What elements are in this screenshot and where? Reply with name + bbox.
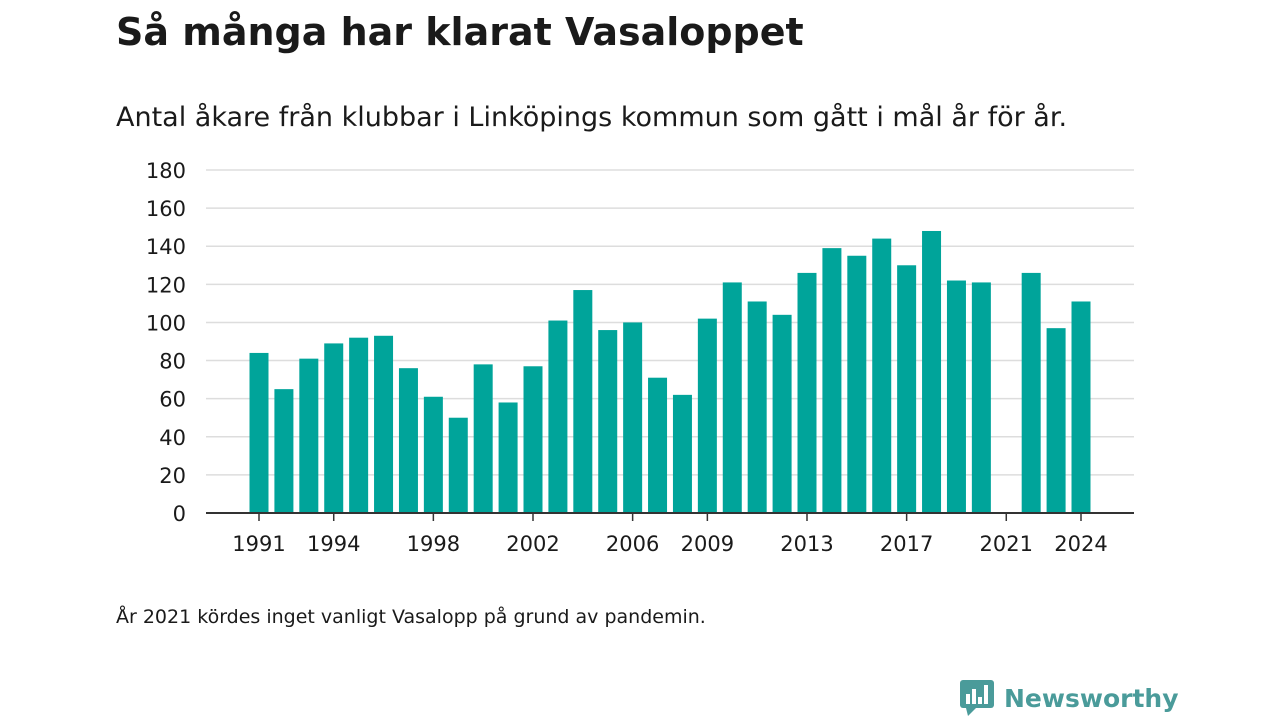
bar [672,394,692,513]
brand-name: Newsworthy [1004,683,1179,713]
bar [598,330,618,513]
chart-subtitle: Antal åkare från klubbar i Linköpings ko… [116,102,1068,133]
bars [249,230,1091,513]
bar [897,265,917,513]
y-tick-label: 60 [159,388,186,412]
bar [249,352,269,513]
bar [697,318,717,513]
bar [523,366,543,513]
footnote: År 2021 kördes inget vanligt Vasalopp på… [116,606,706,628]
bar [573,290,593,513]
x-tick-label: 2024 [1054,532,1107,556]
y-tick-label: 140 [146,235,186,259]
x-tick-label: 2017 [880,532,933,556]
x-tick-label: 2009 [681,532,734,556]
x-tick-label: 2006 [606,532,659,556]
x-tick-label: 1998 [407,532,460,556]
chart-title: Så många har klarat Vasaloppet [116,10,804,54]
brand-logo: Newsworthy [960,680,1179,716]
bar [922,230,942,513]
bar [797,272,817,513]
bar [946,280,966,513]
bar [822,248,842,513]
bar [722,282,742,513]
y-tick-label: 80 [159,350,186,374]
x-tick-label: 2002 [506,532,559,556]
bar [648,377,668,513]
y-tick-label: 40 [159,426,186,450]
bar [847,255,867,513]
bar [423,396,443,513]
bar [398,368,418,513]
newsworthy-logo-icon [960,680,994,716]
bar [1071,301,1091,513]
bar [374,335,394,513]
y-tick-label: 100 [146,311,186,335]
bar [324,343,344,513]
axes: 0 20 40 60 80 100 120 140 160 180 1991 1994 1998 2002… [146,159,1134,556]
bar [473,364,493,513]
bar-chart: 0 20 40 60 80 100 120 140 160 180 1991 1994 1998 2002… [146,159,1134,556]
y-tick-label: 20 [159,464,186,488]
y-tick-label: 120 [146,273,186,297]
x-tick-label: 1991 [232,532,285,556]
bar [349,337,369,513]
bar [971,282,991,513]
bar [498,402,518,513]
bar [872,238,892,513]
bar [1021,272,1041,513]
x-tick-label: 2013 [780,532,833,556]
bar [448,417,468,513]
bar [299,358,319,513]
y-tick-label: 180 [146,159,186,183]
bar [623,322,643,513]
y-tick-label: 0 [173,502,186,526]
bar [548,320,568,513]
bar [1046,328,1066,513]
y-tick-label: 160 [146,197,186,221]
x-tick-label: 2021 [980,532,1033,556]
bar [772,314,792,513]
bar [747,301,767,513]
x-tick-label: 1994 [307,532,360,556]
bar [274,389,294,513]
gridlines [206,169,1134,476]
